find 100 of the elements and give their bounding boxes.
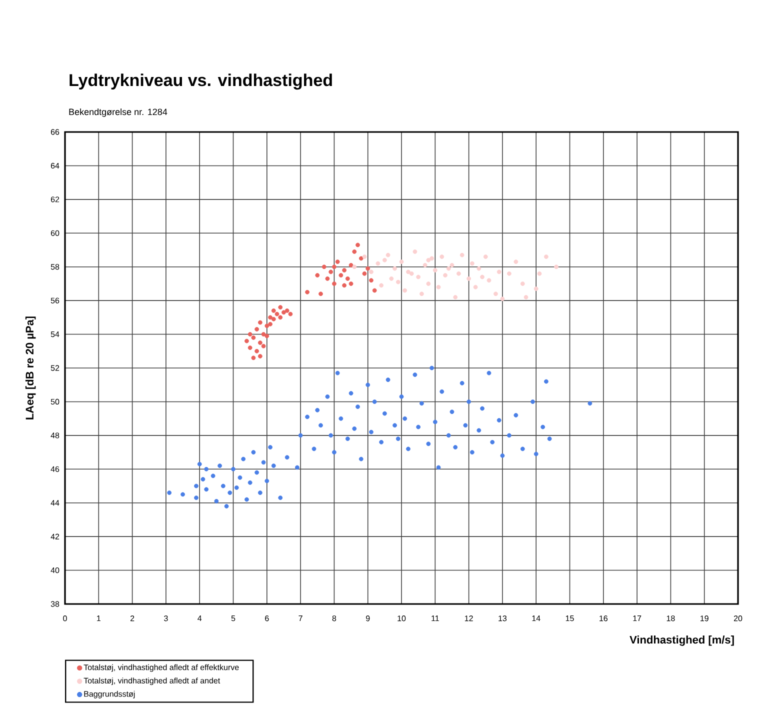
point: [244, 338, 249, 344]
point: [382, 258, 387, 262]
point: [284, 308, 290, 313]
point: [338, 273, 344, 278]
y-tick-label: 40: [50, 567, 60, 574]
point: [537, 271, 542, 276]
point: [476, 266, 482, 271]
point: [426, 282, 431, 286]
point: [328, 270, 334, 274]
x-tick-label: 6: [265, 616, 269, 622]
x-tick-label: 0: [63, 616, 67, 622]
point: [248, 332, 252, 336]
point: [496, 270, 502, 274]
x-tick-label: 4: [198, 616, 202, 622]
point: [520, 282, 525, 286]
point: [258, 354, 262, 358]
point: [436, 284, 441, 290]
point: [494, 292, 498, 296]
point: [372, 288, 377, 293]
y-tick-label: 58: [50, 264, 60, 270]
point: [248, 346, 252, 350]
point: [251, 356, 256, 360]
x-tick-label: 1: [97, 616, 100, 622]
point: [258, 340, 262, 345]
point: [261, 344, 266, 348]
point: [506, 271, 512, 276]
point: [315, 273, 320, 278]
point: [251, 335, 256, 340]
point: [342, 268, 346, 272]
y-tick-label: 44: [50, 500, 60, 506]
x-tick-label: 16: [600, 616, 608, 622]
y-tick-label: 56: [50, 298, 60, 304]
point: [342, 283, 346, 288]
x-tick-label: 9: [366, 616, 370, 622]
point: [453, 295, 458, 300]
point: [369, 278, 374, 283]
point: [426, 258, 431, 262]
point: [332, 264, 336, 270]
point: [440, 254, 444, 259]
chart-title: Lydtrykniveau vs. vindhastighed: [70, 74, 332, 90]
x-tick-label: 10: [398, 616, 406, 622]
point: [514, 260, 518, 264]
point: [396, 280, 400, 284]
point: [254, 327, 260, 332]
y-tick-label: 54: [50, 331, 60, 338]
point: [356, 242, 360, 248]
y-tick-label: 42: [50, 534, 60, 540]
point: [348, 262, 354, 268]
x-tick-label: 17: [633, 616, 642, 622]
point: [450, 262, 454, 268]
point: [335, 260, 340, 264]
x-axis-title: Vindhastighed [m/s]: [630, 636, 734, 646]
point: [362, 271, 367, 276]
x-tick-label: 11: [432, 616, 439, 622]
x-tick-label: 15: [566, 616, 574, 622]
x-tick-label: 2: [130, 616, 134, 622]
point: [271, 316, 276, 322]
point: [432, 268, 438, 272]
point: [443, 273, 448, 278]
y-tick-label: 60: [50, 230, 60, 236]
point: [402, 288, 408, 293]
y-tick-label: 48: [50, 432, 60, 438]
point: [480, 274, 484, 280]
point: [379, 283, 384, 288]
y-tick-label: 66: [50, 129, 60, 135]
point: [278, 305, 283, 310]
x-tick-label: 13: [498, 616, 507, 622]
point: [332, 282, 336, 286]
point: [369, 270, 374, 274]
x-tick-label: 12: [464, 616, 473, 622]
legend-label: Totalstøj, vindhastighed afledt af effektkurve: [84, 664, 239, 672]
point: [446, 266, 451, 271]
point: [325, 276, 330, 281]
point: [534, 286, 538, 291]
point: [392, 266, 397, 271]
point: [254, 348, 260, 354]
y-tick-label: 64: [50, 162, 60, 169]
point: [322, 264, 326, 270]
point: [470, 261, 474, 266]
point: [358, 256, 364, 261]
point: [318, 292, 323, 296]
point: [345, 276, 350, 281]
point: [352, 264, 357, 270]
point: [419, 292, 424, 296]
point: [409, 271, 414, 276]
point: [274, 312, 280, 316]
point: [430, 256, 434, 261]
point: [305, 290, 310, 294]
y-tick-label: 62: [50, 196, 60, 202]
x-tick-label: 3: [164, 616, 168, 622]
point: [376, 261, 380, 266]
point: [416, 274, 421, 280]
y-tick-label: 50: [50, 398, 60, 405]
x-tick-label: 14: [532, 616, 540, 622]
point: [500, 296, 505, 302]
point: [483, 254, 488, 259]
point: [406, 270, 410, 274]
chart-subtitle: Bekendtgørelse nr. 1284: [69, 108, 168, 117]
point: [348, 282, 354, 286]
point: [422, 262, 428, 268]
